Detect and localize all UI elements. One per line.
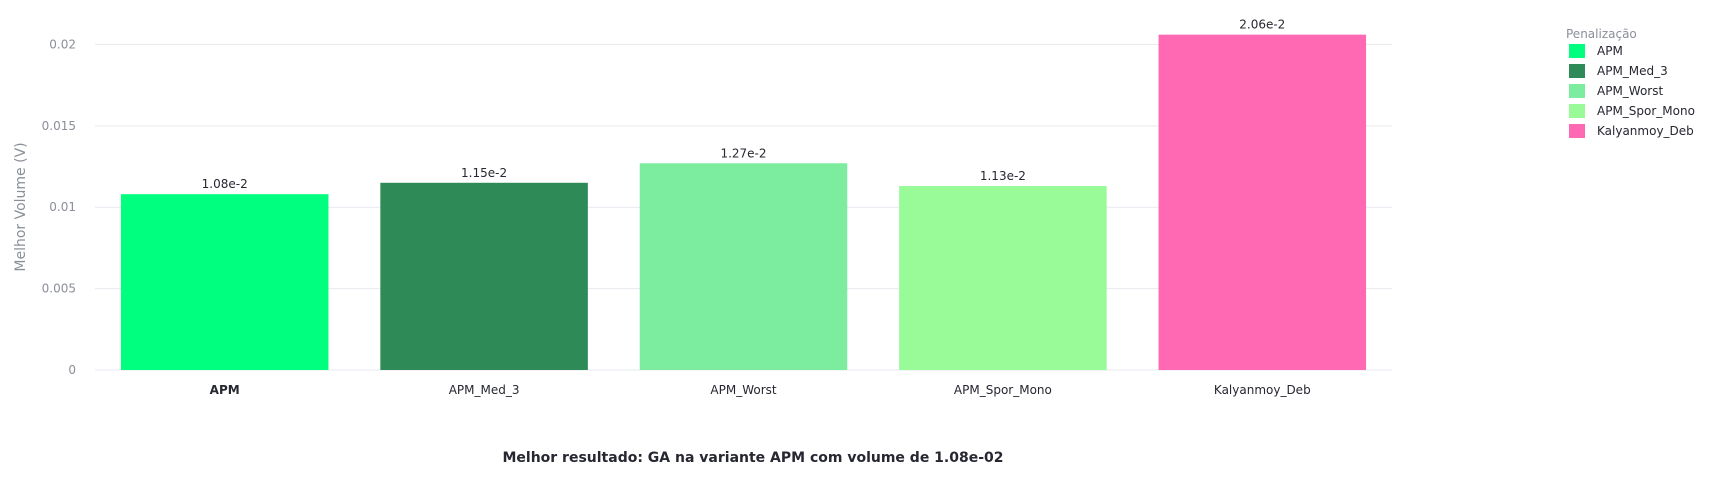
bar-value-label: 1.27e-2	[720, 146, 766, 160]
legend-swatch	[1569, 104, 1585, 118]
legend-label: APM_Med_3	[1597, 64, 1668, 78]
legend-label: APM_Worst	[1597, 84, 1663, 98]
legend-label: APM_Spor_Mono	[1597, 104, 1695, 118]
bar	[120, 194, 329, 370]
x-axis-ticks: APM APM_Med_3 APM_Worst APM_Spor_Mono Kalyan…	[210, 383, 1311, 397]
bar-value-label: 2.06e-2	[1239, 18, 1285, 32]
bars: 1.08e-2 1.15e-2 1.27e-2 1.13e-2 2.06e-2	[120, 18, 1367, 371]
legend-swatch	[1569, 124, 1585, 138]
y-tick-label: 0.02	[49, 37, 76, 51]
legend-label: APM	[1597, 44, 1623, 58]
y-tick-label: 0	[68, 363, 76, 377]
y-axis-title: Melhor Volume (V)	[13, 142, 29, 271]
bar	[380, 182, 588, 370]
bar	[639, 163, 848, 370]
legend-swatch	[1569, 64, 1585, 78]
legend-swatch	[1569, 84, 1585, 98]
bar	[1158, 34, 1367, 371]
x-axis-title: Melhor resultado: GA na variante APM com…	[502, 450, 1003, 466]
x-tick-label: APM_Spor_Mono	[954, 383, 1052, 397]
legend: Penalização APM APM_Med_3 APM_Worst APM_Spo…	[1566, 27, 1695, 138]
x-tick-label: APM_Med_3	[449, 383, 520, 397]
bar	[899, 186, 1107, 370]
y-axis-ticks: 0 0.005 0.01 0.015 0.02	[42, 37, 76, 377]
bar-value-label: 1.15e-2	[461, 166, 507, 180]
bar-value-label: 1.13e-2	[980, 169, 1026, 183]
y-tick-label: 0.01	[49, 200, 76, 214]
legend-items: APM APM_Med_3 APM_Worst APM_Spor_Mono Kalyan…	[1569, 44, 1695, 138]
x-tick-label: APM	[210, 383, 240, 397]
y-tick-label: 0.015	[42, 119, 76, 133]
bar-value-label: 1.08e-2	[202, 177, 248, 191]
legend-label: Kalyanmoy_Deb	[1597, 124, 1694, 138]
legend-title: Penalização	[1566, 27, 1637, 41]
x-tick-label: APM_Worst	[710, 383, 776, 397]
legend-swatch	[1569, 44, 1585, 58]
y-tick-label: 0.005	[42, 282, 76, 296]
x-tick-label: Kalyanmoy_Deb	[1214, 383, 1311, 397]
